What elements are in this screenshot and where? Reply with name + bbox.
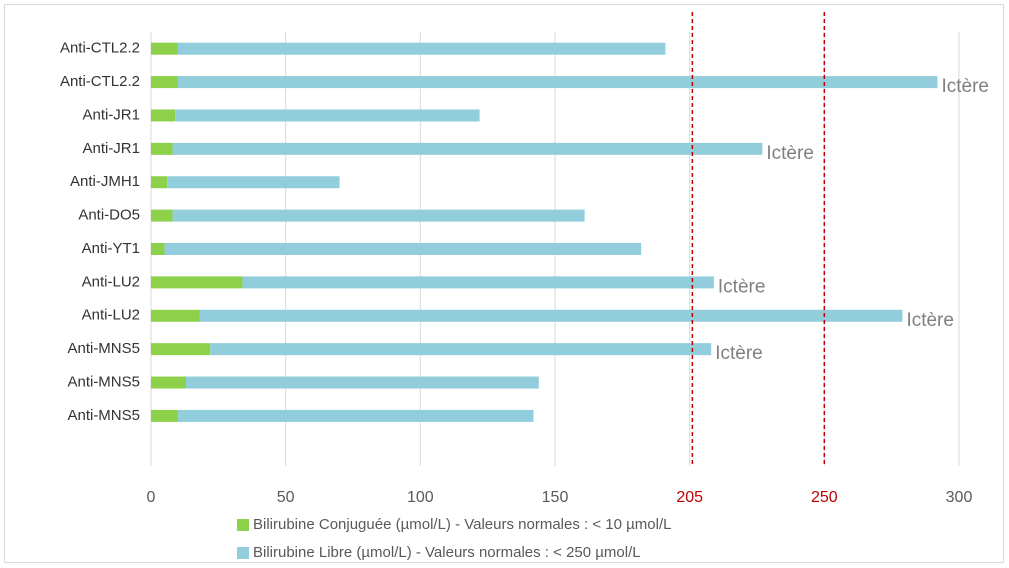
- bar-segment: [186, 376, 539, 389]
- annotation: Ictère: [715, 343, 763, 364]
- category-label: Anti-DO5: [78, 207, 140, 224]
- x-tick-label: 150: [542, 489, 569, 506]
- bar-segment: [164, 243, 642, 255]
- annotation: Ictère: [906, 310, 954, 331]
- bar-segment: [151, 42, 178, 55]
- x-tick-label: 100: [407, 489, 434, 506]
- category-label: Anti-JR1: [82, 140, 140, 157]
- bar-segment: [172, 209, 585, 222]
- bar-segment: [151, 176, 168, 189]
- category-label: Anti-JR1: [82, 106, 140, 123]
- bar-segment: [242, 276, 714, 289]
- annotation: Ictère: [718, 276, 766, 297]
- x-tick-label: 50: [277, 489, 295, 506]
- category-label: Anti-CTL2.2: [60, 73, 140, 90]
- annotation: Ictère: [766, 143, 814, 164]
- bar-segment: [151, 376, 187, 389]
- x-tick-label: 250: [811, 489, 838, 506]
- category-label: Anti-LU2: [82, 273, 140, 290]
- bar-segment: [151, 309, 200, 322]
- bar-segment: [177, 76, 938, 89]
- bar-segment: [151, 209, 173, 222]
- bar-segment: [151, 76, 178, 89]
- legend-swatch: [237, 519, 249, 531]
- legend-label: Bilirubine Conjuguée (µmol/L) - Valeurs …: [253, 516, 671, 533]
- bar-segment: [175, 109, 480, 122]
- bar-segment: [151, 142, 173, 155]
- bar-segment: [151, 409, 178, 422]
- bar-segment: [177, 42, 666, 55]
- x-tick-label: 205: [676, 489, 703, 506]
- category-label: Anti-JMH1: [70, 173, 140, 190]
- category-label: Anti-CTL2.2: [60, 40, 140, 57]
- bar-segment: [151, 243, 165, 255]
- bar-segment: [167, 176, 340, 189]
- bar-segment: [151, 276, 243, 289]
- x-tick-label: 0: [147, 489, 156, 506]
- bar-segment: [177, 409, 534, 422]
- legend-label: Bilirubine Libre (µmol/L) - Valeurs norm…: [253, 544, 641, 561]
- category-label: Anti-LU2: [82, 307, 140, 324]
- x-tick-label: 300: [946, 489, 973, 506]
- legend-swatch: [237, 547, 249, 559]
- bar-segment: [151, 343, 211, 356]
- bar-segment: [172, 142, 763, 155]
- bar-segment: [151, 109, 176, 122]
- annotation: Ictère: [941, 76, 989, 97]
- category-label: Anti-MNS5: [67, 340, 140, 357]
- category-label: Anti-YT1: [82, 240, 140, 257]
- bar-segment: [210, 343, 712, 356]
- category-label: Anti-MNS5: [67, 374, 140, 391]
- category-label: Anti-MNS5: [67, 407, 140, 424]
- bar-segment: [199, 309, 903, 322]
